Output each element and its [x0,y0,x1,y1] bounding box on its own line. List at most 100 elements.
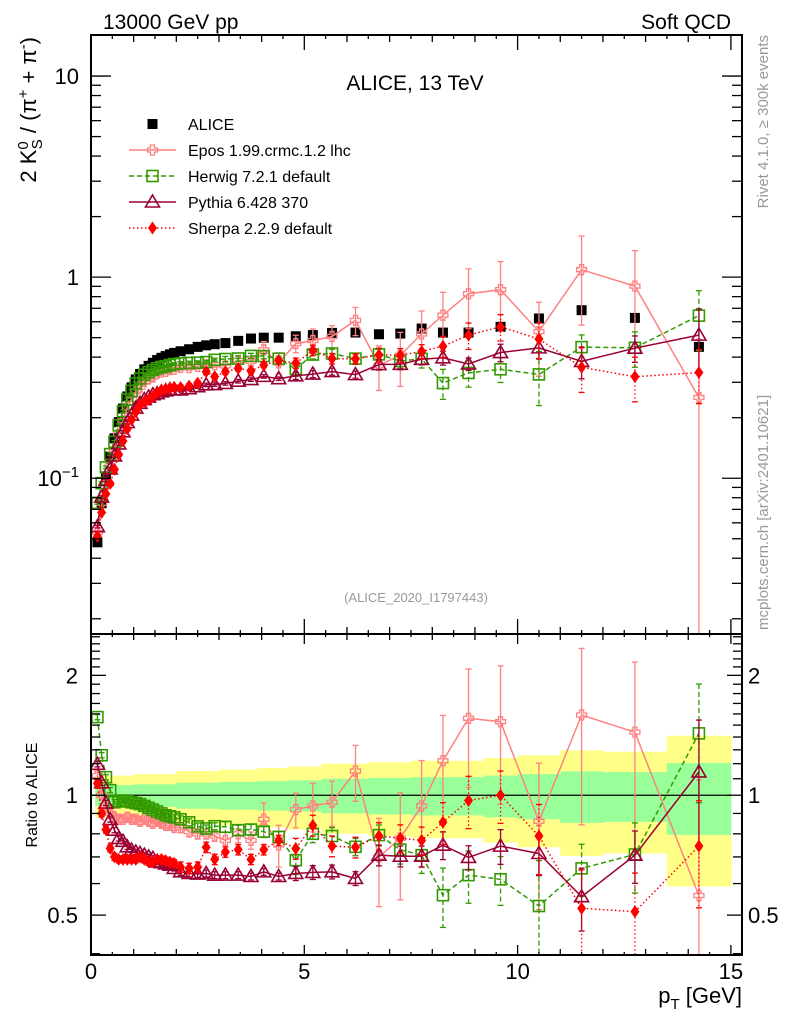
sherpa-point [694,366,704,380]
herwig-point [167,811,181,824]
legend-marker-alice [147,119,158,129]
pythia-point [206,375,224,391]
pythia-point [106,821,123,836]
rivet-version-text: Rivet 4.1.0, ≥ 300k events [755,35,772,208]
sherpa-point [92,529,102,543]
herwig-point [191,356,204,369]
sherpa-point [92,776,102,790]
alice-data-point [192,341,203,352]
epos-point [693,391,705,404]
epos-point [415,800,428,812]
epos-point [494,284,507,296]
pythia-point [530,339,548,354]
herwig-point [150,361,164,375]
epos-point [349,765,362,777]
legend-marker-sherpa [148,221,157,235]
alice-data-point [273,332,284,343]
label-text: [GeV] [680,983,742,1008]
pythia-point [460,355,477,370]
sherpa-point [534,332,544,346]
sherpa-point [184,861,194,875]
herwig-point [155,807,168,820]
header-right: Soft QCD [641,11,731,34]
herwig-point [436,376,450,390]
sherpa-point [630,370,640,384]
alice-band-1sigma [368,777,391,815]
alice-data-point [117,403,128,414]
epos-point [462,288,475,300]
pythia-point [270,867,288,883]
herwig-point [146,363,160,377]
herwig-point [112,795,126,808]
x-tick-label: 5 [298,959,310,984]
alice-data-point [258,332,269,343]
sherpa-point [577,360,587,374]
pythia-point [573,888,590,903]
ratio-plot-area [91,647,708,955]
legend-entry-sherpa: Sherpa 2.2.9 default [129,221,333,238]
epos-point [693,889,705,902]
alice-data-point [100,471,111,482]
sherpa-point [169,856,179,870]
sherpa-point [118,434,128,448]
sherpa-point [417,833,427,847]
ratio-y-tick-label-right: 0.5 [748,903,779,928]
herwig-point [231,823,245,837]
pythia-point [172,863,189,878]
sherpa-point [127,413,137,427]
epos-point [462,712,475,724]
legend-marker-epos [146,144,159,156]
sherpa-point [630,905,640,919]
herwig-point [125,795,138,809]
sherpa-point [169,380,179,394]
herwig-point [436,888,450,902]
herwig-point [138,799,151,813]
pythia-point [229,372,247,388]
ratio-y-tick-label-right: 1 [748,783,760,808]
epos-point [290,337,302,350]
series-sherpa [92,313,704,543]
herwig-point [129,796,143,810]
sherpa-point [259,843,269,857]
pythia-point [323,363,341,378]
x-tick-label: 10 [505,959,529,984]
sherpa-point [233,361,243,375]
alice-data-point [169,347,180,358]
legend-label-sherpa: Sherpa 2.2.9 default [188,221,333,238]
pythia-point [323,863,341,878]
pythia-point [242,370,260,386]
herwig-point [146,803,160,816]
alice-data-point [233,335,244,346]
pythia-point [391,355,409,371]
sherpa-point [417,344,427,358]
herwig-point [133,797,147,811]
pythia-point [370,846,388,862]
x-tick-label: 15 [719,959,743,984]
epos-point [258,813,270,825]
pythia-point [304,863,322,879]
sherpa-point [438,339,448,353]
epos-point [183,826,195,838]
sherpa-point [184,379,194,393]
sherpa-point [694,839,704,853]
epos-point [575,264,588,276]
sherpa-point [464,793,474,807]
sherpa-point [105,841,115,855]
ratio-y-tick-label-right: 2 [748,663,760,688]
pythia-point [460,848,477,864]
sherpa-point [101,487,111,501]
sherpa-point [101,823,111,837]
pythia-point [216,866,234,881]
sherpa-point [577,901,587,915]
sherpa-point [350,352,360,366]
sherpa-point [395,348,405,362]
pythia-point [347,366,364,381]
sherpa-point [464,328,474,342]
pythia-point [255,367,273,383]
herwig-point [532,368,546,381]
legend-label-pythia: Pythia 6.428 370 [188,195,308,212]
herwig-point [174,357,187,370]
alice-data-point [209,339,220,350]
